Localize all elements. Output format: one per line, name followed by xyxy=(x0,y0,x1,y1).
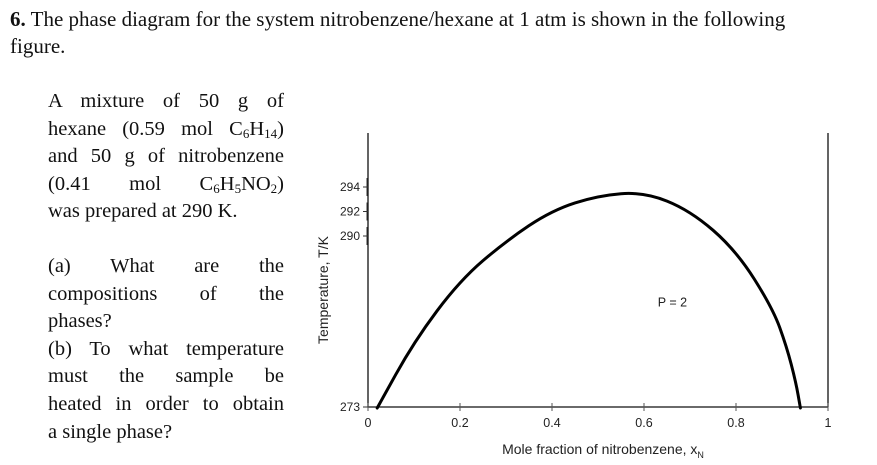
y-tick-label: 273 xyxy=(340,400,360,414)
problem-heading: 6. The phase diagram for the system nitr… xyxy=(10,6,872,60)
question-b-line: a single phase? xyxy=(48,420,173,443)
phase-diagram-chart: 0 0.2 0.4 0.6 0.8 1 294 292 290 273 P = 1P = 2Mol… xyxy=(315,133,832,460)
intro-line: (0.41 mol C6H5NO2) xyxy=(48,172,284,196)
intro-line: hexane (0.59 mol C6H14) xyxy=(48,117,284,141)
chart-ticks: 0 0.2 0.4 0.6 0.8 1 294 292 290 273 xyxy=(340,178,832,430)
intro-line: A mixture of 50 g of xyxy=(48,90,284,112)
x-axis-label: Mole fraction of nitrobenzene, xN xyxy=(502,441,704,460)
chart-curve xyxy=(375,191,802,410)
problem-number: 6. xyxy=(10,7,26,31)
problem-heading-line2: figure. xyxy=(10,34,66,58)
question-a-line: compositions of the xyxy=(48,282,284,305)
x-tick-label: 1 xyxy=(825,416,832,430)
intro-line: and 50 g of nitrobenzene xyxy=(48,145,284,168)
y-tick-label: 292 xyxy=(340,205,360,219)
problem-heading-line1: The phase diagram for the system nitrobe… xyxy=(30,7,786,31)
question-a-line: phases? xyxy=(48,310,112,333)
x-tick-label: 0.6 xyxy=(635,416,652,430)
question-b-line: (b) To what temperature xyxy=(48,337,284,360)
y-axis-label: Temperature, T/K xyxy=(315,235,331,344)
problem-body: A mixture of 50 g of hexane (0.59 mol C6… xyxy=(48,88,284,446)
y-tick-label: 290 xyxy=(340,229,360,243)
phase-boundary-curve xyxy=(375,191,802,410)
x-tick-label: 0 xyxy=(365,416,372,430)
chart-axes xyxy=(367,133,829,408)
question-a-line: (a) What are the xyxy=(48,254,284,277)
x-tick-label: 0.4 xyxy=(543,416,560,430)
y-tick-label: 294 xyxy=(340,180,360,194)
question-b-line: heated in order to obtain xyxy=(48,392,284,415)
region-label: P = 2 xyxy=(658,295,687,309)
x-tick-label: 0.2 xyxy=(451,416,468,430)
intro-line: was prepared at 290 K. xyxy=(48,200,238,223)
question-b-line: must the sample be xyxy=(48,365,284,388)
x-tick-label: 0.8 xyxy=(727,416,744,430)
